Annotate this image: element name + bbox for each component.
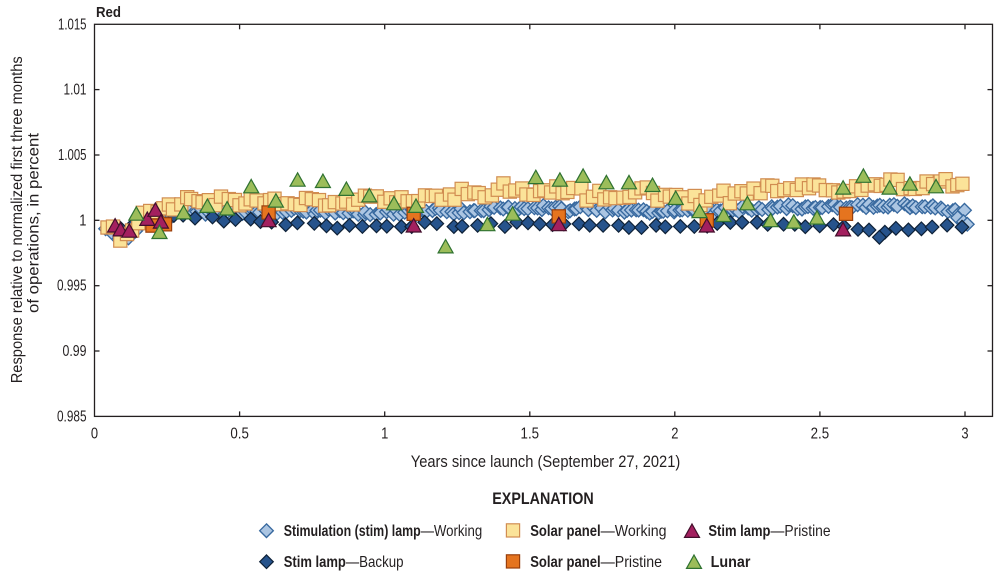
svg-text:1.015: 1.015	[58, 16, 87, 33]
svg-text:0.995: 0.995	[57, 278, 87, 295]
svg-text:1: 1	[381, 426, 388, 443]
svg-text:—Pristine: —Pristine	[771, 523, 831, 540]
svg-text:of operations, in percent: of operations, in percent	[26, 132, 43, 313]
svg-text:Stimulation (stim) lamp: Stimulation (stim) lamp	[284, 523, 421, 540]
svg-text:2: 2	[671, 426, 678, 443]
svg-text:0.99: 0.99	[63, 343, 87, 360]
svg-text:0: 0	[91, 426, 98, 443]
svg-text:Solar panel: Solar panel	[530, 554, 600, 571]
svg-text:1.01: 1.01	[64, 82, 87, 99]
svg-text:1.005: 1.005	[58, 147, 87, 164]
svg-text:3: 3	[961, 426, 968, 443]
svg-text:0.985: 0.985	[57, 408, 87, 425]
svg-text:—Backup: —Backup	[346, 554, 404, 571]
svg-text:Stim lamp: Stim lamp	[284, 554, 346, 571]
svg-text:Solar panel: Solar panel	[530, 523, 600, 540]
svg-text:0.5: 0.5	[230, 426, 249, 443]
svg-text:Lunar: Lunar	[711, 554, 751, 571]
svg-text:—Working: —Working	[601, 523, 667, 540]
svg-text:1: 1	[79, 212, 86, 229]
svg-text:2.5: 2.5	[811, 426, 830, 443]
svg-text:Years since launch (September: Years since launch (September 27, 2021)	[411, 453, 681, 471]
svg-text:Red: Red	[96, 5, 121, 21]
svg-text:EXPLANATION: EXPLANATION	[492, 489, 594, 508]
svg-text:—Working: —Working	[421, 523, 483, 540]
svg-text:1.5: 1.5	[521, 426, 540, 443]
svg-text:Response relative to normalize: Response relative to normalized first th…	[9, 56, 26, 383]
svg-text:Stim lamp: Stim lamp	[708, 523, 770, 540]
svg-text:—Pristine: —Pristine	[601, 554, 662, 571]
